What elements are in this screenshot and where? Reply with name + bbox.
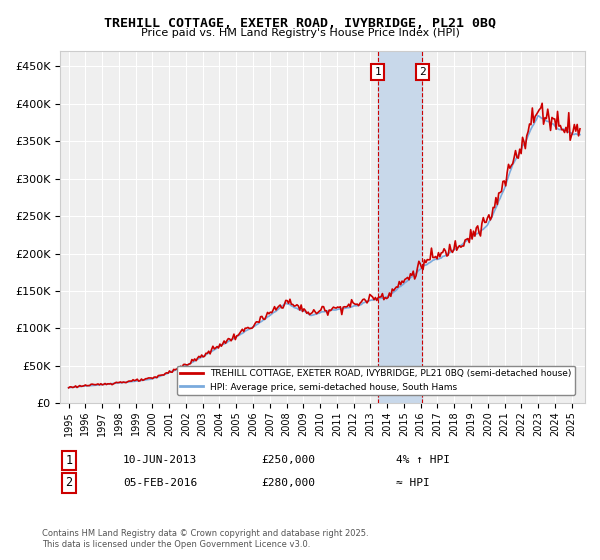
Text: 10-JUN-2013: 10-JUN-2013 [123, 455, 197, 465]
Text: Price paid vs. HM Land Registry's House Price Index (HPI): Price paid vs. HM Land Registry's House … [140, 28, 460, 38]
Legend: TREHILL COTTAGE, EXETER ROAD, IVYBRIDGE, PL21 0BQ (semi-detached house), HPI: Av: TREHILL COTTAGE, EXETER ROAD, IVYBRIDGE,… [177, 366, 575, 395]
Bar [378, 52, 422, 403]
Text: 2: 2 [65, 476, 73, 489]
Text: 1: 1 [374, 67, 381, 77]
Text: £280,000: £280,000 [261, 478, 315, 488]
Text: TREHILL COTTAGE, EXETER ROAD, IVYBRIDGE, PL21 0BQ: TREHILL COTTAGE, EXETER ROAD, IVYBRIDGE,… [104, 17, 496, 30]
Text: 2: 2 [419, 67, 425, 77]
Text: ≈ HPI: ≈ HPI [396, 478, 430, 488]
Text: £250,000: £250,000 [261, 455, 315, 465]
Text: 1: 1 [65, 454, 73, 467]
Text: Contains HM Land Registry data © Crown copyright and database right 2025.
This d: Contains HM Land Registry data © Crown c… [42, 529, 368, 549]
Text: 05-FEB-2016: 05-FEB-2016 [123, 478, 197, 488]
Text: 4% ↑ HPI: 4% ↑ HPI [396, 455, 450, 465]
